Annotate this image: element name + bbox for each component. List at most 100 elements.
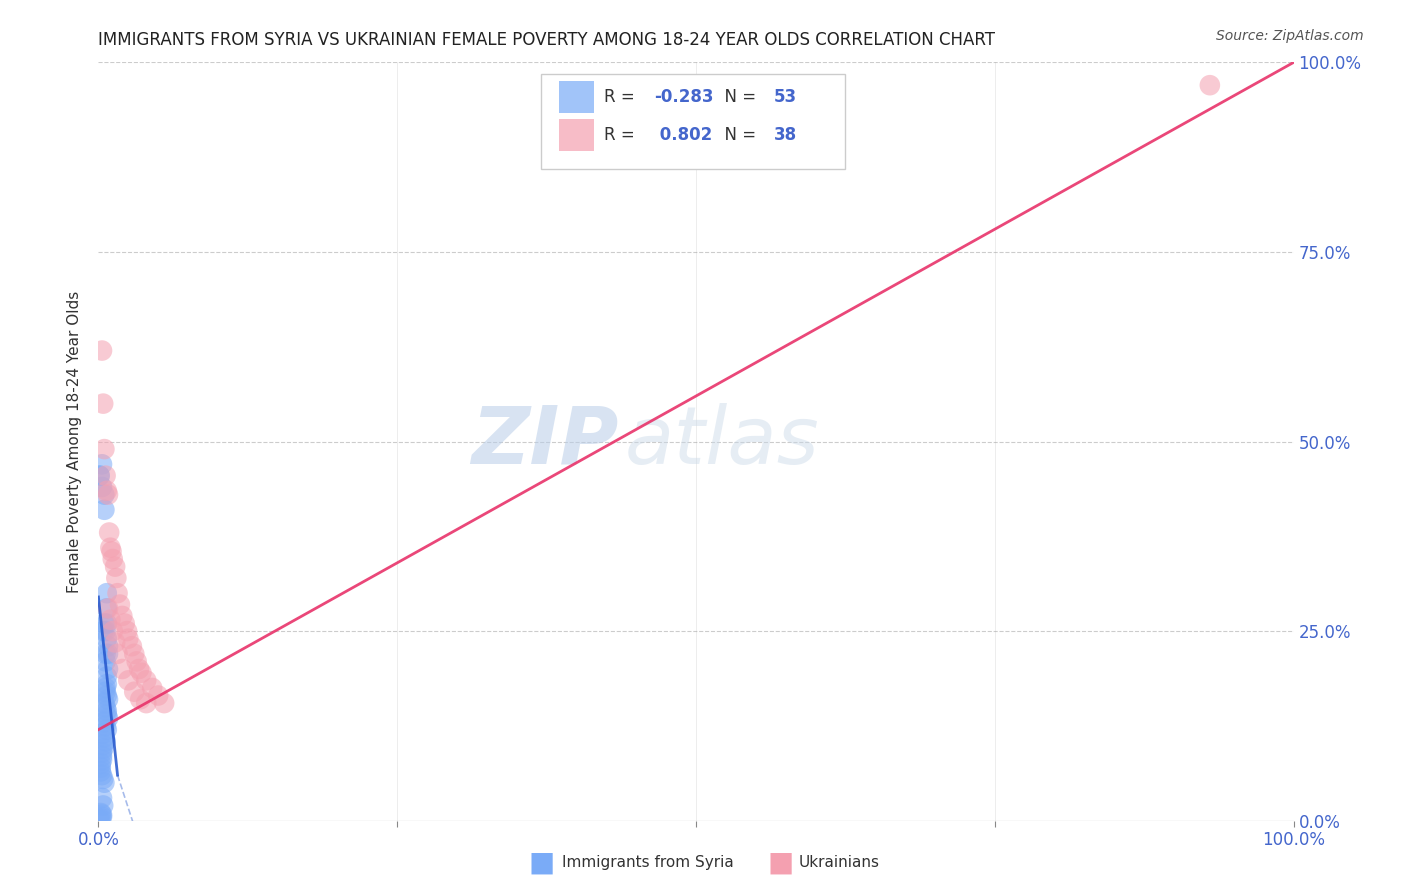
Text: 38: 38 (773, 127, 797, 145)
Point (89, 813, 111, 827)
Text: IMMIGRANTS FROM SYRIA VS UKRAINIAN FEMALE POVERTY AMONG 18-24 YEAR OLDS CORRELAT: IMMIGRANTS FROM SYRIA VS UKRAINIAN FEMAL… (98, 31, 995, 49)
Point (91, 741, 114, 756)
Point (96, 601, 118, 615)
Point (91, 343, 114, 358)
Point (89, 468, 111, 483)
Point (94, 719, 117, 733)
Point (97, 639, 120, 653)
Text: 0.802: 0.802 (654, 127, 713, 145)
Point (98, 525, 121, 540)
Point (94, 655, 117, 669)
Point (93, 696, 115, 710)
Point (96, 723, 118, 737)
Point (96, 704, 118, 718)
Point (97, 692, 120, 706)
Point (97, 662, 120, 676)
Point (93, 487, 115, 501)
Point (96, 707, 118, 722)
Point (91, 807, 114, 822)
Point (121, 639, 143, 653)
Point (90, 764, 112, 779)
Point (153, 696, 176, 710)
Point (107, 586, 129, 600)
Point (100, 544, 122, 558)
Point (104, 635, 127, 649)
Point (90, 806, 112, 821)
Point (115, 624, 138, 639)
Point (91, 772, 114, 786)
Point (128, 662, 150, 676)
Point (93, 616, 115, 631)
Point (141, 681, 163, 695)
Point (91, 798, 114, 813)
Point (131, 665, 153, 680)
Point (125, 655, 148, 669)
Point (94, 624, 117, 639)
Point (91, 726, 114, 740)
Point (148, 689, 170, 703)
Point (124, 685, 146, 699)
Point (96, 483, 118, 498)
Text: Ukrainians: Ukrainians (799, 855, 880, 870)
Point (97, 487, 120, 501)
Point (98, 613, 122, 627)
Text: N =: N = (714, 88, 761, 106)
Point (135, 696, 157, 710)
Point (90, 811, 112, 825)
FancyBboxPatch shape (558, 81, 595, 113)
FancyBboxPatch shape (541, 74, 845, 169)
Point (93, 503, 115, 517)
Point (104, 559, 127, 574)
Point (108, 598, 131, 612)
Point (101, 624, 124, 639)
Text: R =: R = (605, 127, 640, 145)
Point (97, 601, 120, 615)
Point (135, 673, 157, 688)
Point (93, 715, 115, 730)
Point (91, 791, 114, 805)
Point (93, 730, 115, 744)
Point (93, 776, 115, 790)
Y-axis label: Female Poverty Among 18-24 Year Olds: Female Poverty Among 18-24 Year Olds (67, 291, 83, 592)
Point (91, 810, 114, 824)
Point (129, 692, 152, 706)
Point (91, 768, 114, 782)
Point (94, 468, 117, 483)
Point (107, 647, 129, 661)
Point (91, 458, 114, 472)
Point (124, 647, 146, 661)
Point (96, 669, 118, 683)
Point (97, 711, 120, 725)
Point (90, 756, 112, 771)
Point (105, 571, 128, 585)
Point (111, 608, 134, 623)
Text: ZIP: ZIP (471, 402, 619, 481)
Point (98, 541, 122, 555)
Point (97, 647, 120, 661)
Point (90, 760, 112, 774)
Point (91, 396, 114, 410)
Point (96, 616, 118, 631)
FancyBboxPatch shape (558, 120, 595, 151)
Point (94, 699, 117, 714)
Point (94, 734, 117, 748)
Text: ■: ■ (529, 848, 554, 877)
Point (91, 746, 114, 760)
Point (96, 677, 118, 691)
Point (1199, 78, 1222, 92)
Text: Immigrants from Syria: Immigrants from Syria (562, 855, 734, 870)
Point (96, 586, 118, 600)
Point (111, 662, 134, 676)
Point (91, 738, 114, 752)
Point (89, 468, 111, 483)
Point (117, 673, 139, 688)
Point (91, 749, 114, 764)
Point (94, 647, 117, 661)
Text: atlas: atlas (624, 402, 820, 481)
Text: ■: ■ (768, 848, 793, 877)
Point (91, 480, 114, 494)
Point (117, 632, 139, 646)
Text: 53: 53 (773, 88, 797, 106)
Point (91, 753, 114, 767)
Point (101, 552, 124, 566)
